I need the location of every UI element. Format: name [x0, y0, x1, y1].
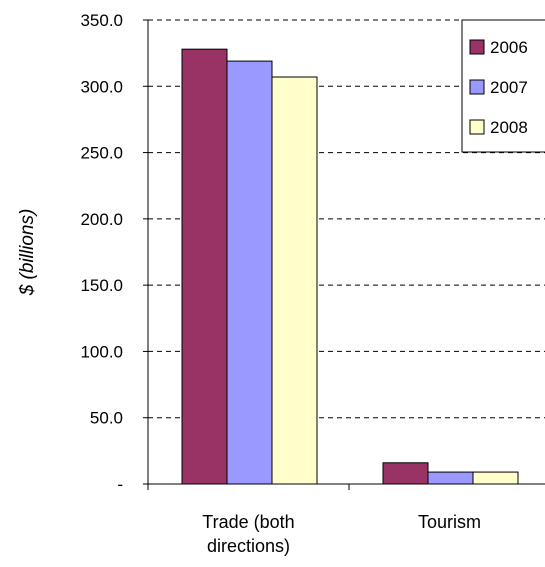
x-category-label: Trade (both directions)	[202, 512, 294, 556]
bar-2007-tourism	[427, 471, 474, 485]
bar-2007-trade	[226, 60, 273, 485]
y-axis-title: $ (billions)	[17, 209, 38, 297]
legend-swatch-2008	[469, 119, 485, 135]
legend-label-2008: 2008	[490, 118, 528, 137]
legend-label-2006: 2006	[490, 38, 528, 57]
legend-swatch-2007	[469, 79, 485, 95]
legend-swatch-2006	[469, 39, 485, 55]
bar-2006-trade	[181, 48, 228, 485]
y-tick-label: 200.0	[80, 210, 123, 229]
legend: 2006 2007 2008	[461, 19, 545, 153]
y-tick-label: 250.0	[80, 144, 123, 163]
legend-label-2007: 2007	[490, 78, 528, 97]
bar-2008-tourism	[472, 471, 519, 485]
y-tick-label: 100.0	[80, 342, 123, 361]
y-tick-label: 300.0	[80, 77, 123, 96]
y-tick-label: 150.0	[80, 276, 123, 295]
bar-2006-tourism	[382, 462, 429, 485]
y-tick-label: -	[117, 475, 123, 494]
y-ticks: - 50.0 100.0 150.0 200.0 250.0 300.0 350.0	[80, 11, 148, 494]
x-categories: Trade (both directions) Tourism	[147, 484, 481, 556]
x-category-label: Tourism	[418, 512, 481, 532]
bar-2008-trade	[271, 76, 318, 485]
y-tick-label: 50.0	[90, 409, 123, 428]
y-tick-label: 350.0	[80, 11, 123, 30]
